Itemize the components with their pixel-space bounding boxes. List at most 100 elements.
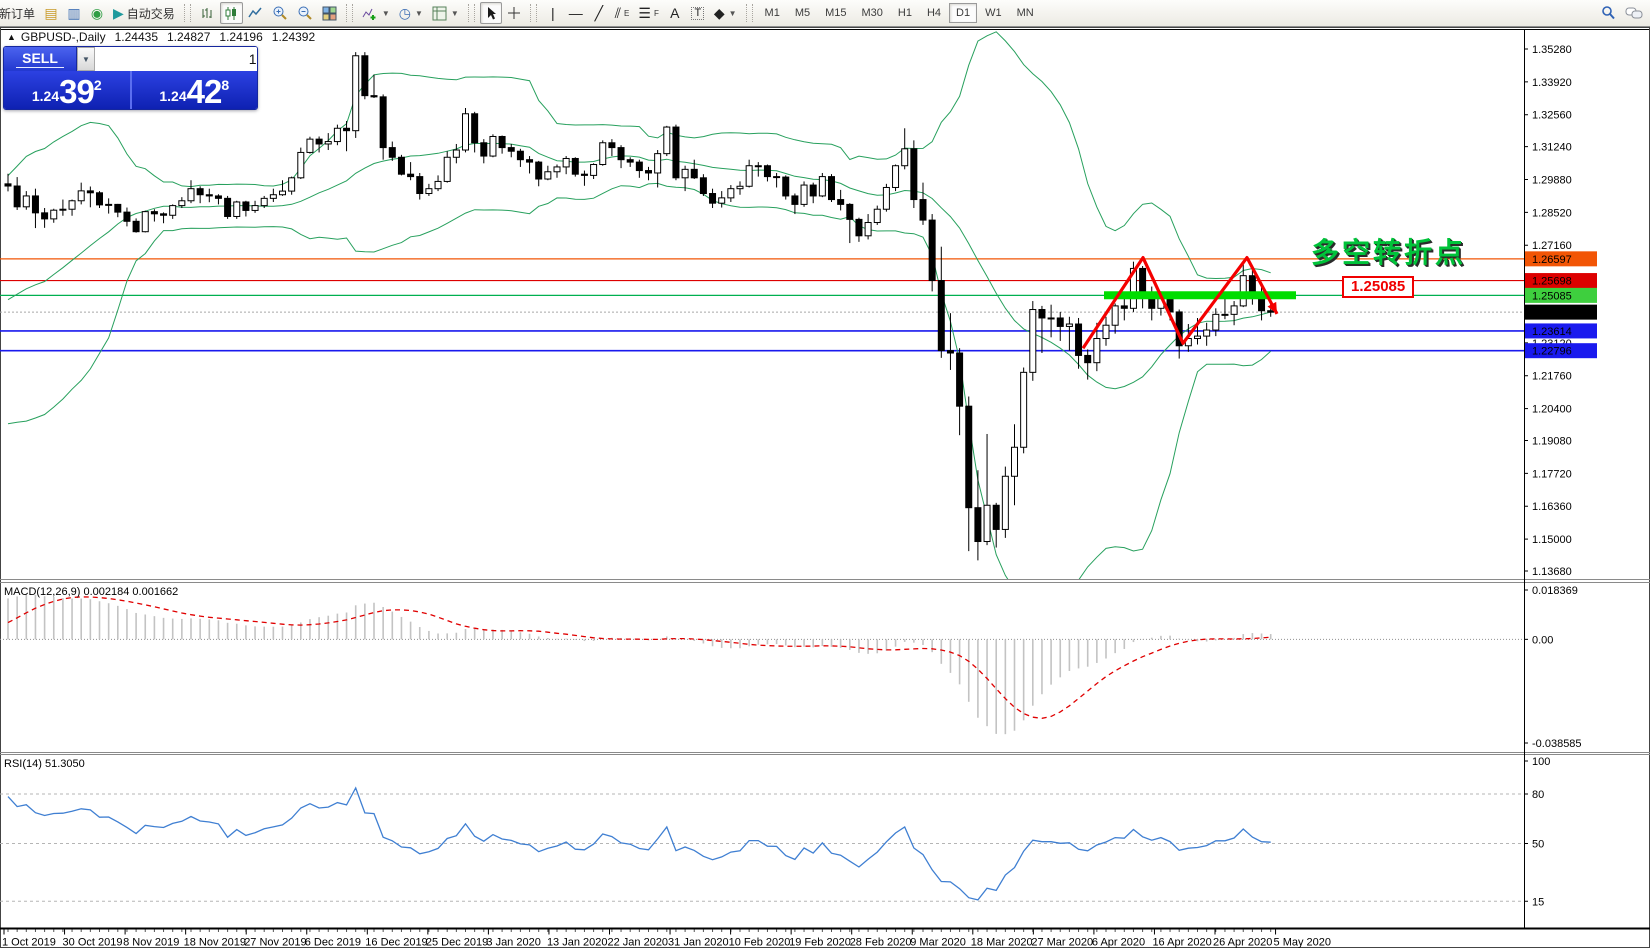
support-zone-bar[interactable]: [1104, 291, 1296, 300]
autotrade-button[interactable]: ▶ 自动交易: [109, 2, 179, 24]
price-badge-1.23614: 1.23614: [1532, 326, 1572, 338]
bollinger-bands: [7, 31, 1272, 579]
sell-price-sup: 2: [93, 77, 102, 93]
timeframe-m30[interactable]: M30: [855, 3, 890, 23]
date-label: 19 Feb 2020: [789, 937, 851, 948]
arrows-tool-button[interactable]: ◆ ▼: [710, 2, 741, 24]
bar-chart-mode-button[interactable]: [196, 2, 219, 24]
signals-icon: ◉: [90, 5, 104, 21]
search-icon: [1602, 6, 1615, 20]
timeframe-m15[interactable]: M15: [818, 3, 853, 23]
svg-text:1.29880: 1.29880: [1532, 175, 1572, 187]
sell-label: SELL: [16, 50, 64, 68]
timeframe-m1[interactable]: M1: [758, 3, 787, 23]
add-indicator-button[interactable]: ▼: [358, 2, 394, 24]
svg-text:-0.038585: -0.038585: [1532, 738, 1582, 750]
crosshair-tool-button[interactable]: [503, 2, 525, 24]
candlestick-mode-button[interactable]: [219, 2, 243, 24]
strategy-tester-button[interactable]: ▥: [63, 2, 85, 24]
ohlc-close: 1.24392: [271, 30, 316, 44]
symbol-label: GBPUSD-,Daily: [20, 30, 106, 44]
zoom-out-icon: [298, 6, 312, 20]
date-label: 6 Dec 2019: [305, 937, 361, 948]
rsi-line: [7, 786, 1271, 901]
main-toolbar: 新订单 ▤ ▥ ◉ ▶ 自动交易 ▼: [0, 0, 1650, 27]
search-button[interactable]: [1596, 2, 1620, 24]
period-button[interactable]: ◷ ▼: [395, 2, 427, 24]
text-label-tool-button[interactable]: T: [687, 2, 709, 24]
turning-point-annotation[interactable]: 多空转折点: [1311, 237, 1467, 268]
fibonacci-f-label: F: [653, 8, 659, 18]
date-label: 1 Oct 2019: [2, 937, 56, 948]
svg-text:1.15000: 1.15000: [1532, 534, 1572, 546]
bar-chart-icon: [202, 7, 212, 18]
main-price-pane: [0, 31, 1524, 579]
vertical-line-tool-button[interactable]: |: [542, 2, 564, 24]
cursor-tool-button[interactable]: [479, 2, 502, 24]
date-label: 30 Oct 2019: [63, 937, 123, 948]
date-label: 22 Jan 2020: [608, 937, 669, 948]
template-icon: [432, 6, 447, 20]
chevron-down-icon: ▼: [728, 8, 737, 18]
price-axis[interactable]: 1.35280 1.33920 1.32560 1.31240 1.29880 1.285…: [1524, 30, 1582, 929]
timeframe-h1[interactable]: H1: [891, 3, 919, 23]
toolbar-drag-handle: [745, 4, 753, 22]
price-badge-1.22796: 1.22796: [1532, 346, 1572, 358]
svg-text:80: 80: [1532, 789, 1544, 801]
template-button[interactable]: ▼: [428, 2, 463, 24]
equidistant-channel-icon: ⫽: [614, 5, 622, 21]
new-order-button[interactable]: 新订单: [0, 2, 39, 24]
chart-window: MACD(12,26,9) 0.002184 0.001662 RSI(14) 5…: [0, 27, 1650, 948]
signals-button[interactable]: ◉: [86, 2, 108, 24]
timeframe-h4[interactable]: H4: [920, 3, 948, 23]
horizontal-line-icon: —: [568, 5, 583, 21]
tile-windows-button[interactable]: [318, 2, 341, 24]
timeframe-m5[interactable]: M5: [788, 3, 817, 23]
sell-button[interactable]: SELL: [4, 47, 76, 71]
date-label: 8 Nov 2019: [123, 937, 179, 948]
trendline-tool-button[interactable]: ╱: [588, 2, 610, 24]
tile-windows-icon: [322, 6, 337, 20]
buy-price-big: 42: [186, 72, 223, 110]
timeframe-mn[interactable]: MN: [1010, 3, 1041, 23]
chat-button[interactable]: [1621, 2, 1647, 24]
zoom-in-button[interactable]: [268, 2, 292, 24]
chevron-down-icon: ▼: [381, 8, 390, 18]
trend-zigzag-annotation[interactable]: [1081, 256, 1279, 350]
svg-text:1.19080: 1.19080: [1532, 436, 1572, 448]
bollinger-lower-band: [7, 182, 1272, 579]
svg-text:15: 15: [1532, 896, 1544, 908]
horizontal-line-tool-button[interactable]: —: [565, 2, 587, 24]
date-label: 31 Jan 2020: [668, 937, 729, 948]
pane-divider[interactable]: [0, 752, 1650, 755]
pane-divider[interactable]: [0, 579, 1650, 583]
svg-text:0.018369: 0.018369: [1532, 585, 1578, 597]
macd-signal-line: [7, 596, 1271, 719]
date-label: 5 May 2020: [1274, 937, 1331, 948]
channel-tool-button[interactable]: ⫽ E: [611, 2, 634, 24]
zoom-out-button[interactable]: [293, 2, 317, 24]
market-watch-icon: ▤: [44, 5, 58, 21]
macd-label: MACD(12,26,9) 0.002184 0.001662: [4, 586, 178, 598]
chart-canvas[interactable]: MACD(12,26,9) 0.002184 0.001662 RSI(14) 5…: [0, 27, 1650, 948]
market-watch-button[interactable]: ▤: [40, 2, 62, 24]
price-level-box[interactable]: 1.25085: [1342, 276, 1415, 298]
macd-pane: [0, 594, 1524, 735]
fibonacci-tool-button[interactable]: ☰ F: [634, 2, 662, 24]
autotrade-label: 自动交易: [126, 6, 175, 21]
text-tool-button[interactable]: A: [664, 2, 686, 24]
timeframe-w1[interactable]: W1: [978, 3, 1009, 23]
sell-price-display[interactable]: 1.24 39 2: [4, 71, 132, 109]
chart-title: ▲ GBPUSD-,Daily 1.24435 1.24827 1.24196 …: [7, 30, 315, 44]
volume-stepper: ▼ ▲: [76, 47, 257, 71]
timeframe-d1[interactable]: D1: [949, 3, 978, 23]
buy-price-display[interactable]: 1.24 42 8: [132, 71, 258, 109]
chart-expand-icon: ▲: [7, 32, 16, 42]
date-axis[interactable]: 1 Oct 2019 30 Oct 2019 8 Nov 2019 18 Nov 20…: [0, 927, 1650, 948]
line-chart-mode-button[interactable]: [244, 2, 267, 24]
ohlc-open: 1.24435: [114, 30, 158, 44]
svg-text:1.21760: 1.21760: [1532, 371, 1572, 383]
volume-input[interactable]: [95, 47, 257, 71]
volume-decrease-button[interactable]: ▼: [77, 47, 95, 71]
